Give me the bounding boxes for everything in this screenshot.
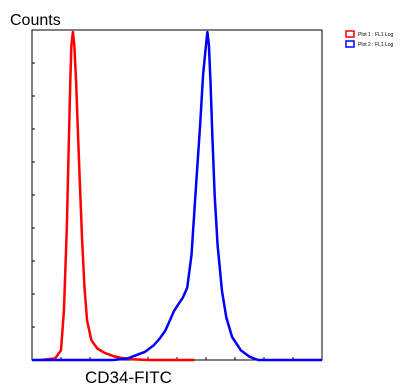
legend-swatch-1	[345, 30, 355, 38]
y-axis-label: Counts	[10, 12, 61, 29]
axis-ticks	[32, 62, 294, 360]
series-layer	[32, 30, 322, 362]
legend: Plot 1 : FL1 Log Plot 2 : FL1 Log	[345, 30, 394, 48]
legend-swatch-2	[345, 40, 355, 48]
legend-label-2: Plot 2 : FL1 Log	[358, 42, 394, 48]
legend-label-1: Plot 1 : FL1 Log	[358, 32, 394, 38]
series-line-1	[40, 30, 195, 362]
series-line-2	[32, 30, 322, 362]
x-axis-label: CD34-FITC	[85, 368, 172, 385]
